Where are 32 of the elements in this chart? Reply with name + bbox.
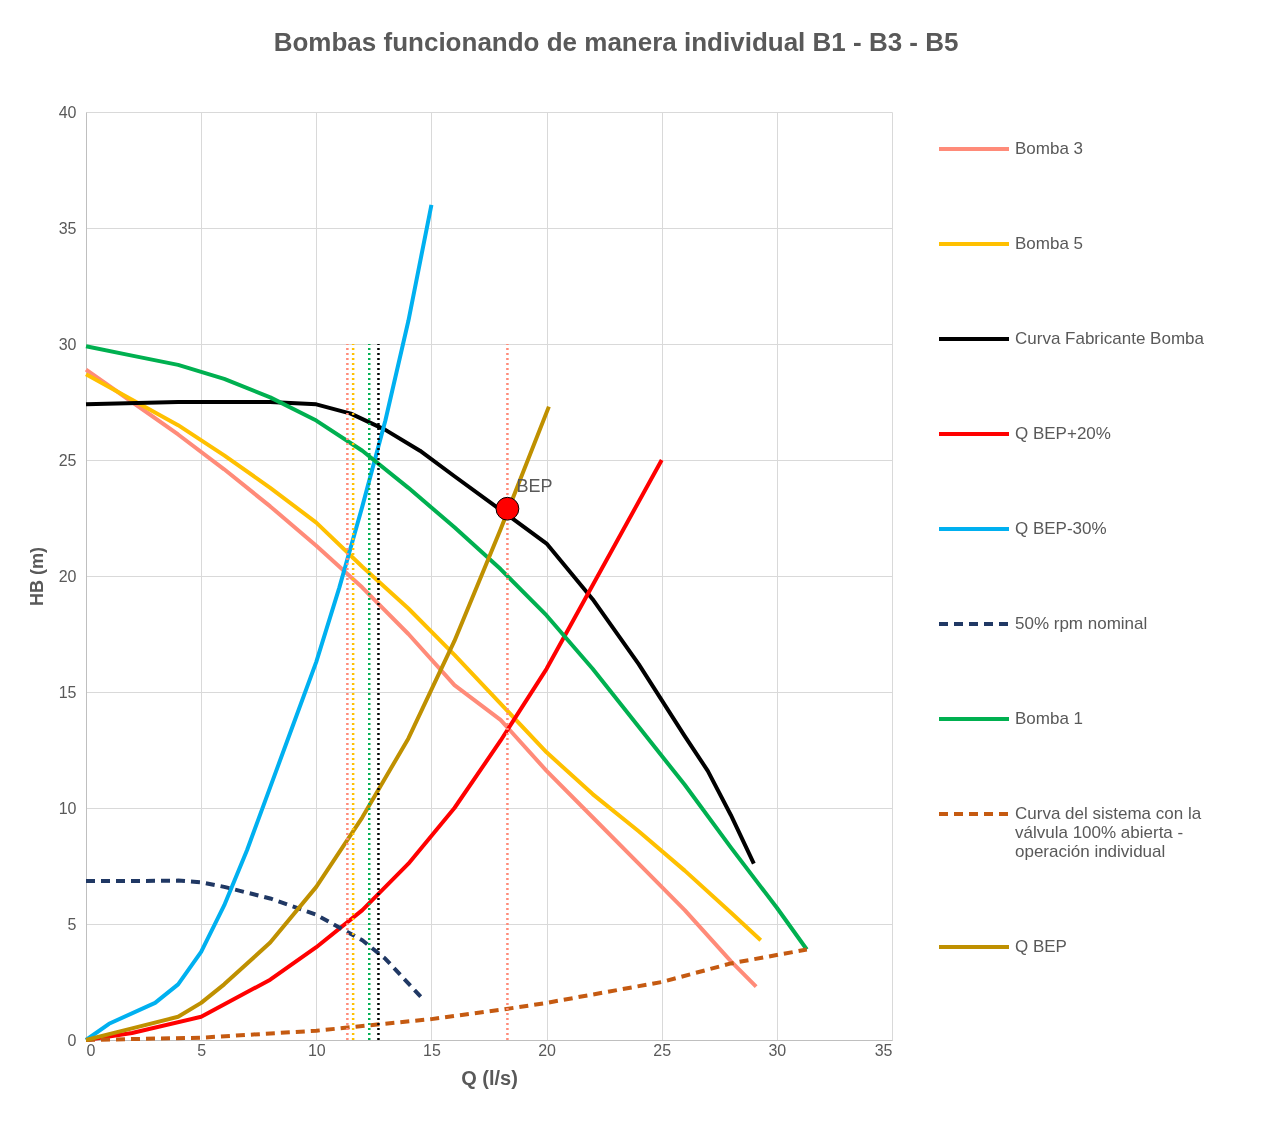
y-tick-label: 25 bbox=[58, 451, 77, 469]
legend-label: Q BEP+20% bbox=[1015, 424, 1111, 443]
annotation: BEP bbox=[516, 475, 553, 496]
y-tick-label: 40 bbox=[58, 103, 77, 121]
x-tick-label: 15 bbox=[423, 1041, 441, 1059]
x-tick-label: 5 bbox=[197, 1041, 207, 1059]
y-tick-label: 30 bbox=[58, 335, 77, 353]
line-series bbox=[84, 404, 551, 1042]
x-tick-label: 30 bbox=[768, 1041, 787, 1059]
legend-label: 50% rpm nominal bbox=[1015, 614, 1148, 633]
legend-label: Bomba 5 bbox=[1015, 234, 1084, 253]
line-series bbox=[84, 878, 425, 1001]
legend-label: Q BEP-30% bbox=[1015, 519, 1107, 538]
legend-label: Curva Fabricante Bomba bbox=[1015, 329, 1205, 348]
x-tick-label: 0 bbox=[86, 1041, 96, 1059]
y-tick-label: 35 bbox=[58, 219, 77, 237]
y-tick-label: 15 bbox=[58, 683, 77, 701]
legend-label: Q BEP bbox=[1015, 937, 1067, 956]
y-tick-label: 10 bbox=[58, 799, 77, 817]
chart-title: Bombas funcionando de manera individual B1 - B3 - B5 bbox=[273, 27, 959, 57]
legend-label: Bomba 3 bbox=[1015, 139, 1084, 158]
legend-label: Curva del sistema con la válvula 100% abierta - operación individual bbox=[1015, 804, 1202, 861]
y-tick-label: 5 bbox=[67, 915, 77, 933]
x-axis-title: Q (l/s) bbox=[461, 1066, 518, 1089]
line-series bbox=[84, 202, 434, 1042]
x-tick-label: 10 bbox=[307, 1041, 326, 1059]
x-tick-label: 35 bbox=[874, 1041, 893, 1059]
x-tick-label: 20 bbox=[538, 1041, 557, 1059]
y-tick-label: 20 bbox=[58, 567, 77, 585]
x-tick-label: 25 bbox=[653, 1041, 672, 1059]
legend-label: Bomba 1 bbox=[1015, 709, 1084, 728]
y-axis-title: HB (m) bbox=[26, 547, 47, 606]
